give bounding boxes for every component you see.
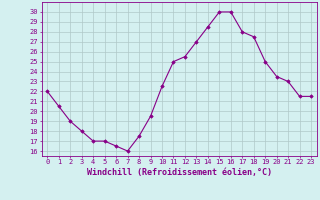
- X-axis label: Windchill (Refroidissement éolien,°C): Windchill (Refroidissement éolien,°C): [87, 168, 272, 177]
